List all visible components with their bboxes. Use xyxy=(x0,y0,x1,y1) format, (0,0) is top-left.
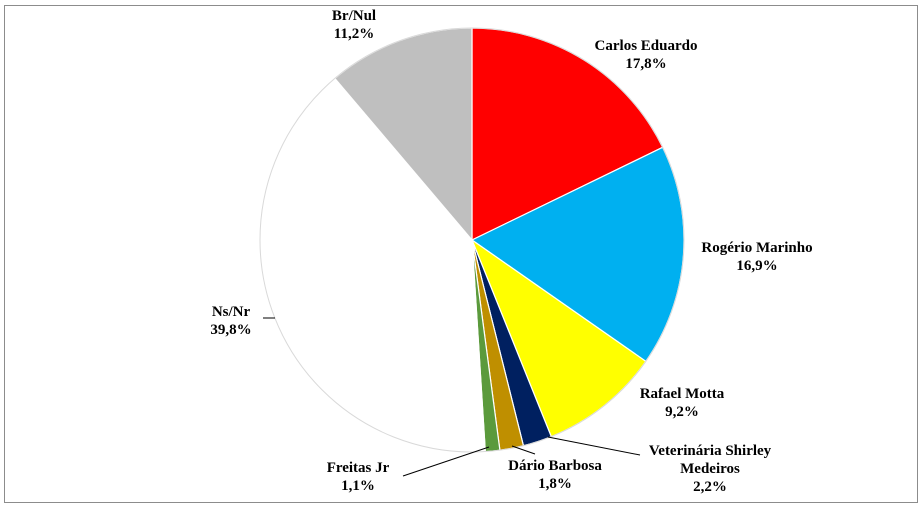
slice-label-carlos: Carlos Eduardo 17,8% xyxy=(595,38,698,72)
slice-name: Dário Barbosa xyxy=(508,458,602,474)
slice-percentage: 9,2% xyxy=(665,404,699,420)
slice-percentage: 39,8% xyxy=(210,322,251,338)
slice-label-rafael: Rafael Motta 9,2% xyxy=(640,386,725,420)
slice-percentage: 1,8% xyxy=(538,476,572,492)
leader-line-freitas xyxy=(402,446,490,477)
slice-percentage: 17,8% xyxy=(625,56,666,72)
slice-name: Freitas Jr xyxy=(327,460,390,476)
slice-name: Rafael Motta xyxy=(640,386,725,402)
slice-percentage: 11,2% xyxy=(334,26,374,42)
slice-label-nsnr: Ns/Nr 39,8% xyxy=(210,304,251,338)
pie-outline xyxy=(259,27,685,453)
slice-name: Medeiros xyxy=(680,461,740,477)
slice-labels: Carlos Eduardo 17,8%Rogério Marinho 16,9%R… xyxy=(210,8,812,495)
slice-percentage: 1,1% xyxy=(341,478,375,494)
pie-slices xyxy=(259,27,685,453)
leader-line-shirley xyxy=(547,436,641,456)
slice-label-brnul: Br/Nul 11,2% xyxy=(332,8,376,42)
slice-name: Veterinária Shirley xyxy=(649,443,772,459)
leader-lines xyxy=(263,317,641,477)
leader-line-dario xyxy=(511,445,536,455)
slice-label-dario: Dário Barbosa 1,8% xyxy=(508,458,602,492)
slice-name: Rogério Marinho xyxy=(701,240,812,256)
slice-name: Br/Nul xyxy=(332,8,376,24)
slice-percentage: 2,2% xyxy=(693,479,727,495)
slice-name: Ns/Nr xyxy=(212,304,251,320)
slice-percentage: 16,9% xyxy=(736,258,777,274)
slice-label-shirley: Veterinária Shirley Medeiros 2,2% xyxy=(649,443,772,495)
slice-label-freitas: Freitas Jr 1,1% xyxy=(327,460,390,494)
slice-name: Carlos Eduardo xyxy=(595,38,698,54)
slice-label-rogerio: Rogério Marinho 16,9% xyxy=(701,240,812,274)
